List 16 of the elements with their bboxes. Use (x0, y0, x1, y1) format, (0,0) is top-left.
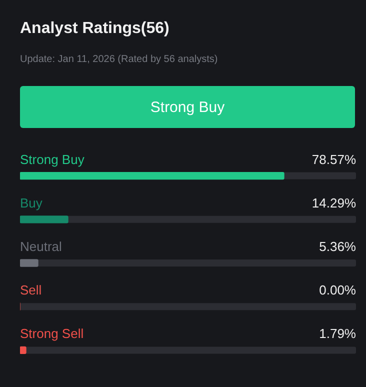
data-label: 14.29% (312, 195, 356, 210)
chart-title: Analyst Ratings(56) (20, 20, 170, 38)
bar (20, 346, 26, 354)
bar (20, 216, 68, 224)
data-label: 0.00% (319, 282, 356, 298)
chart-subtitle: Update: Jan 11, 2026 (Rated by 56 analysts) (20, 54, 218, 65)
bar (20, 259, 38, 267)
rating-button: Strong Buy (20, 86, 355, 128)
data-label: 78.57% (312, 152, 356, 167)
y-tick-label: Strong Buy (20, 152, 85, 167)
y-tick-label: Strong Sell (20, 326, 84, 342)
y-tick-label: Neutral (20, 239, 62, 254)
y-tick-label: Sell (20, 282, 42, 298)
y-tick-label: Buy (20, 195, 43, 210)
data-label: 5.36% (319, 239, 356, 254)
data-label: 1.79% (319, 326, 356, 342)
